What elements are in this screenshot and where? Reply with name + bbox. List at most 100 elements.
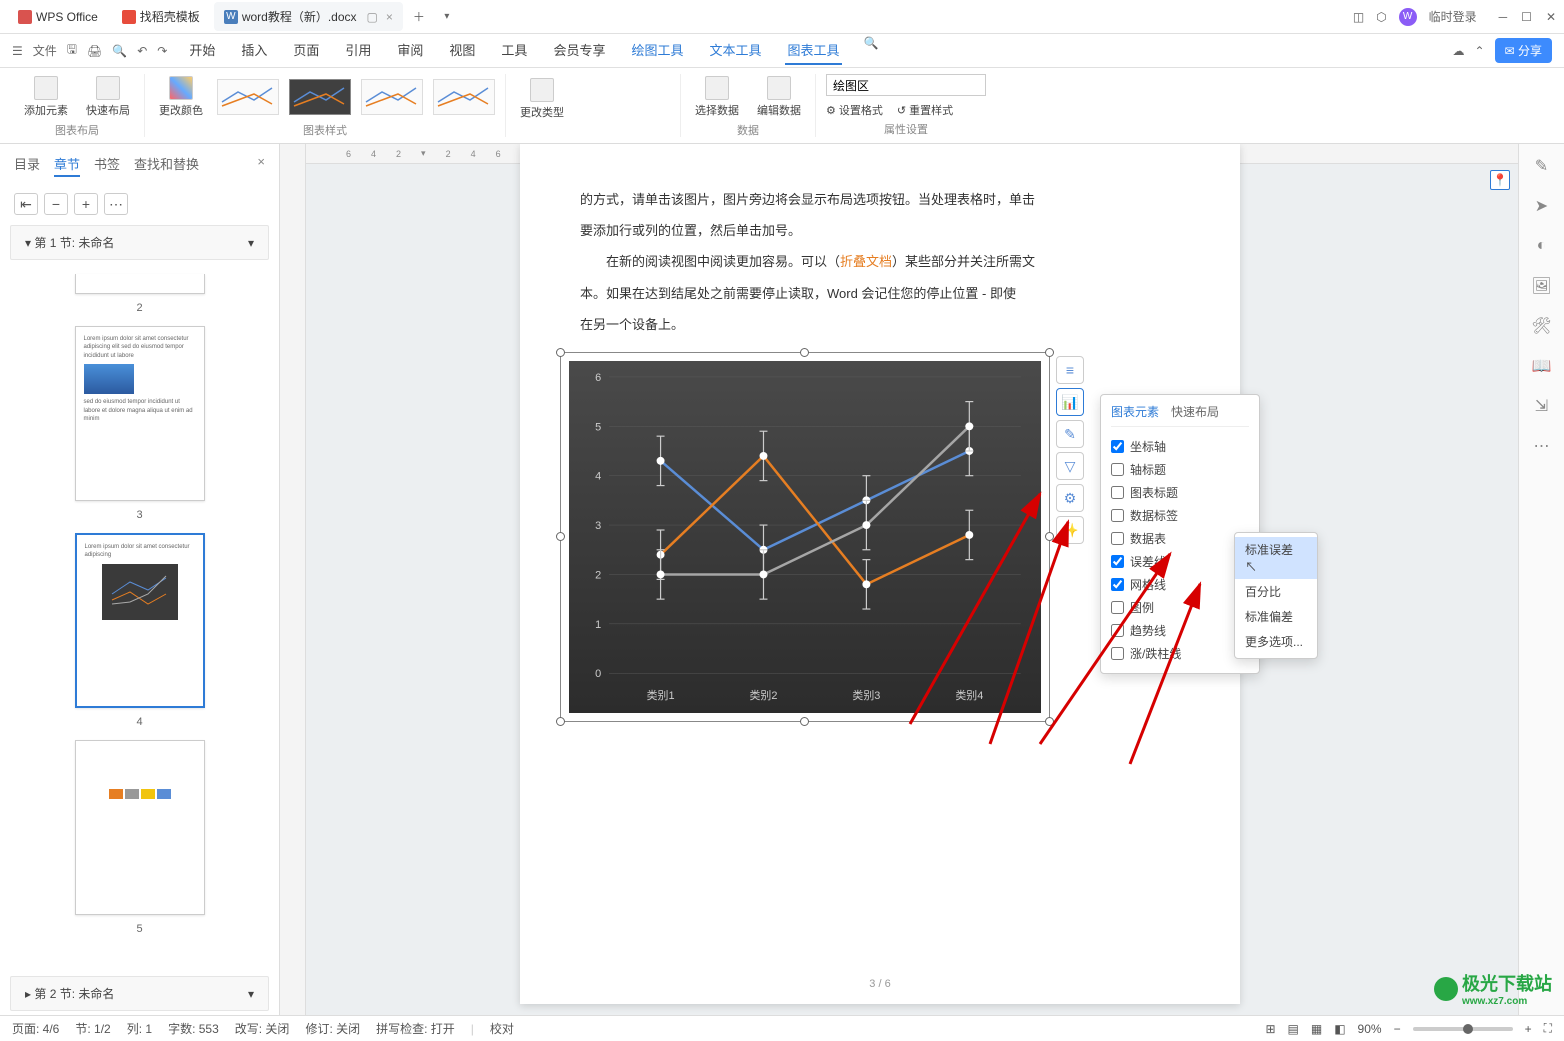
plot-area-combo[interactable] (826, 74, 986, 96)
pe-item-6[interactable]: 网格线 (1111, 573, 1249, 596)
style-preview-4[interactable] (433, 79, 495, 115)
handle-sw[interactable] (556, 717, 565, 726)
menu-insert[interactable]: 插入 (239, 36, 269, 65)
chart-elements-icon[interactable]: 📊 (1056, 388, 1084, 416)
status-col[interactable]: 列: 1 (127, 1020, 152, 1037)
status-track[interactable]: 修订: 关闭 (305, 1020, 360, 1037)
pe-tab-elements[interactable]: 图表元素 (1111, 403, 1159, 420)
pe-item-5[interactable]: 误差线▶ (1111, 550, 1249, 573)
document-tab[interactable]: Wword教程（新）.docx▢× (214, 2, 403, 31)
collapse-ribbon-icon[interactable]: ⌃ (1475, 44, 1485, 58)
menu-icon[interactable]: ☰ (12, 44, 23, 58)
status-words[interactable]: 字数: 553 (168, 1020, 219, 1037)
handle-s[interactable] (800, 717, 809, 726)
chart-layout-icon[interactable]: ≡ (1056, 356, 1084, 384)
menu-start[interactable]: 开始 (187, 36, 217, 65)
pe-item-3[interactable]: 数据标签 (1111, 504, 1249, 527)
tab-close-icon[interactable]: × (386, 10, 393, 24)
add-tab-button[interactable]: ＋ (407, 5, 431, 29)
minimize-button[interactable]: ─ (1499, 10, 1508, 24)
chart-style-icon[interactable]: ✎ (1056, 420, 1084, 448)
icon-b[interactable] (602, 101, 620, 115)
style-preview-2[interactable] (289, 79, 351, 115)
nav-tab-toc[interactable]: 目录 (14, 154, 40, 177)
cloud-icon[interactable]: ☁ (1453, 44, 1465, 58)
nav-remove-button[interactable]: − (44, 193, 68, 215)
thumb-partial[interactable] (75, 274, 205, 294)
reset-style-button[interactable]: ↺ 重置样式 (897, 102, 953, 118)
nav-add-button[interactable]: + (74, 193, 98, 215)
icon-c[interactable] (626, 101, 644, 115)
menu-view[interactable]: 视图 (447, 36, 477, 65)
status-page[interactable]: 页面: 4/6 (12, 1020, 59, 1037)
select-data-button[interactable]: 选择数据 (691, 74, 743, 120)
change-color-button[interactable]: 更改颜色 (155, 74, 207, 120)
rp-shape-icon[interactable]: ◐ (1532, 236, 1552, 256)
status-rev[interactable]: 改写: 关闭 (235, 1020, 290, 1037)
pe-item-7[interactable]: 图例 (1111, 596, 1249, 619)
rp-select-icon[interactable]: ➤ (1532, 196, 1552, 216)
thumb-3[interactable]: Lorem ipsum dolor sit amet consectetur a… (75, 326, 205, 501)
rp-edit-icon[interactable]: ✎ (1532, 156, 1552, 176)
icon-move[interactable] (626, 83, 644, 97)
section-2[interactable]: ▸ 第 2 节: 未命名▾ (10, 976, 269, 1011)
undo-icon[interactable]: ↶ (137, 44, 147, 58)
nav-tab-section[interactable]: 章节 (54, 154, 80, 177)
thumb-4[interactable]: Lorem ipsum dolor sit amet consectetur a… (75, 533, 205, 708)
quick-layout-button[interactable]: 快速布局 (82, 74, 134, 120)
nav-close-button[interactable]: × (257, 154, 265, 177)
nav-tab-find[interactable]: 查找和替换 (134, 154, 199, 177)
view-btn-4[interactable]: ◧ (1334, 1022, 1345, 1036)
icon-align[interactable] (578, 83, 596, 97)
change-type-button[interactable]: 更改类型 (516, 76, 568, 122)
menu-texttools[interactable]: 文本工具 (707, 36, 763, 65)
menu-review[interactable]: 审阅 (395, 36, 425, 65)
search-icon[interactable]: 🔍 (864, 36, 879, 65)
redo-icon[interactable]: ↷ (157, 44, 167, 58)
handle-nw[interactable] (556, 348, 565, 357)
window-icon[interactable]: ◫ (1353, 10, 1364, 24)
zoom-slider[interactable] (1413, 1027, 1513, 1031)
menu-vip[interactable]: 会员专享 (551, 36, 607, 65)
view-btn-3[interactable]: ▦ (1311, 1022, 1322, 1036)
handle-n[interactable] (800, 348, 809, 357)
menu-page[interactable]: 页面 (291, 36, 321, 65)
icon-group[interactable] (650, 83, 668, 97)
zoom-out[interactable]: − (1394, 1022, 1401, 1036)
handle-se[interactable] (1045, 717, 1054, 726)
view-btn-1[interactable]: ⊞ (1265, 1022, 1275, 1036)
template-tab[interactable]: 找稻壳模板 (112, 2, 210, 31)
chart-filter-icon[interactable]: ▽ (1056, 452, 1084, 480)
package-icon[interactable]: ⬡ (1376, 10, 1386, 24)
style-preview-3[interactable] (361, 79, 423, 115)
pe-item-8[interactable]: 趋势线 (1111, 619, 1249, 642)
share-button[interactable]: ✉ 分享 (1495, 38, 1552, 63)
tab-list-button[interactable]: ▾ (435, 5, 459, 29)
handle-e[interactable] (1045, 532, 1054, 541)
icon-d[interactable] (650, 101, 668, 115)
pe-tab-layout[interactable]: 快速布局 (1171, 403, 1219, 420)
menu-charttools[interactable]: 图表工具 (785, 36, 841, 65)
rp-more-icon[interactable]: ⋯ (1532, 436, 1552, 456)
zoom-in[interactable]: + (1525, 1022, 1532, 1036)
icon-a[interactable] (578, 101, 596, 115)
pe-item-9[interactable]: 涨/跌柱线 (1111, 642, 1249, 665)
avatar[interactable]: W (1399, 8, 1417, 26)
print-icon[interactable]: 🖨 (87, 44, 102, 58)
pe-item-1[interactable]: 轴标题 (1111, 458, 1249, 481)
add-element-button[interactable]: 添加元素 (20, 74, 72, 120)
menu-tools[interactable]: 工具 (499, 36, 529, 65)
preview-icon[interactable]: 🔍 (112, 44, 127, 58)
chart-settings-icon[interactable]: ⚙ (1056, 484, 1084, 512)
err-item-2[interactable]: 标准偏差 (1235, 604, 1317, 629)
pe-item-0[interactable]: 坐标轴 (1111, 435, 1249, 458)
rp-tools-icon[interactable]: 🛠 (1532, 316, 1552, 336)
rp-shrink-icon[interactable]: ⇲ (1532, 396, 1552, 416)
pe-item-4[interactable]: 数据表 (1111, 527, 1249, 550)
wps-home-tab[interactable]: WPS Office (8, 4, 108, 30)
handle-w[interactable] (556, 532, 565, 541)
file-menu[interactable]: 文件 (33, 42, 57, 59)
save-icon[interactable]: 🖫 (67, 40, 77, 61)
fullscreen-icon[interactable]: ⛶ (1544, 1021, 1552, 1036)
tab-menu-icon[interactable]: ▢ (367, 10, 378, 24)
